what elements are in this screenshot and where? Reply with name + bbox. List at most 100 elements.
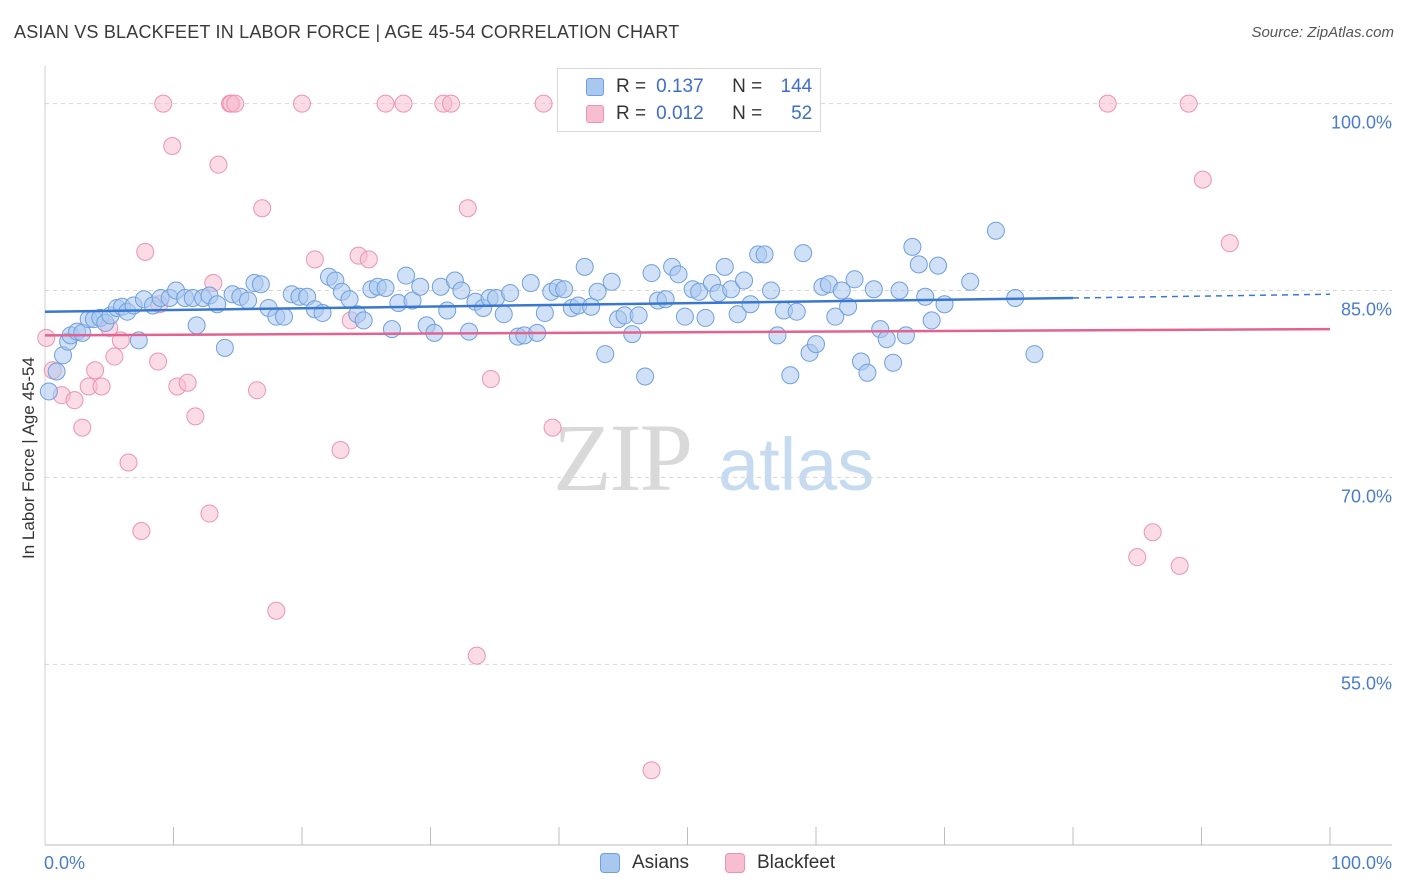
- asian-point: [741, 295, 760, 314]
- watermark-zip: ZIP: [553, 404, 691, 511]
- blackfeet-point: [642, 761, 661, 780]
- asian-point: [582, 297, 601, 316]
- asian-point: [807, 335, 825, 354]
- asian-point: [884, 353, 903, 372]
- asian-point: [521, 274, 540, 293]
- asian-point: [555, 280, 574, 299]
- asian-point: [47, 362, 66, 381]
- asian-point: [460, 322, 479, 341]
- blackfeet-point: [119, 453, 138, 472]
- x-tick-label: 0.0%: [44, 853, 85, 873]
- legend-swatch-asians: [600, 853, 620, 873]
- blackfeet-point: [253, 199, 272, 218]
- asian-point: [839, 297, 858, 316]
- legend-item-blackfeet: Blackfeet: [725, 852, 835, 874]
- blackfeet-point: [209, 155, 228, 174]
- asian-point: [354, 311, 373, 330]
- asian-point: [675, 307, 694, 326]
- blackfeet-point: [65, 391, 84, 410]
- asian-trend-extension: [1072, 293, 1331, 299]
- asians-swatch: [586, 78, 604, 96]
- legend-label-blackfeet: Blackfeet: [757, 852, 836, 873]
- asians-n-label: N =: [732, 76, 763, 97]
- asian-point: [452, 281, 471, 300]
- asian-point: [1025, 345, 1044, 364]
- asian-point: [382, 320, 401, 339]
- blackfeet-point: [163, 136, 182, 155]
- asian-point: [623, 325, 642, 344]
- watermark-atlas: atlas: [718, 423, 874, 506]
- asian-point: [845, 270, 864, 289]
- blackfeet-point: [481, 369, 500, 388]
- asian-point: [916, 287, 935, 306]
- asian-point: [728, 305, 747, 324]
- blackfeet-point: [442, 94, 461, 113]
- blackfeet-point: [1143, 523, 1162, 542]
- blackfeet-point: [1193, 170, 1212, 189]
- asian-point: [922, 311, 941, 330]
- asian-point: [794, 244, 813, 263]
- asian-point: [636, 367, 655, 386]
- asian-point: [735, 271, 754, 290]
- blackfeet-point: [37, 328, 56, 347]
- blackfeet-point: [178, 373, 197, 392]
- asian-point: [397, 266, 416, 285]
- asian-point: [781, 366, 800, 385]
- asians-r-label: R =: [616, 76, 647, 97]
- legend-row-blackfeet: R = 0.012 N = 52: [558, 101, 812, 127]
- asian-point: [535, 303, 554, 322]
- legend-item-asians: Asians: [600, 852, 689, 874]
- blackfeet-point: [248, 381, 267, 400]
- asian-point: [656, 290, 675, 309]
- blackfeet-n-label: N =: [732, 103, 763, 124]
- asian-point: [596, 345, 615, 364]
- blackfeet-point: [73, 418, 92, 437]
- asian-point: [864, 280, 883, 299]
- asian-point: [669, 265, 688, 284]
- asian-point: [832, 281, 851, 300]
- blackfeet-point: [226, 94, 245, 113]
- asian-point: [411, 277, 430, 296]
- x-tick-label: 100.0%: [1331, 853, 1392, 873]
- trend-lines: [44, 293, 1331, 337]
- asian-point: [715, 257, 734, 276]
- asian-point: [340, 290, 359, 309]
- asian-point: [826, 307, 845, 326]
- asian-point: [251, 275, 270, 294]
- asian-point: [501, 284, 520, 303]
- y-tick-label: 55.0%: [1341, 673, 1392, 693]
- asian-point: [642, 264, 661, 283]
- asian-point: [986, 221, 1005, 240]
- blackfeet-point: [149, 352, 168, 371]
- blackfeet-point: [543, 418, 562, 437]
- asian-point: [215, 338, 234, 357]
- asian-point: [690, 282, 709, 301]
- asians-n-value: 144: [780, 76, 813, 97]
- blackfeet-point: [305, 250, 324, 269]
- asian-point: [588, 282, 607, 301]
- asian-point: [575, 257, 594, 276]
- asian-point: [768, 326, 787, 345]
- blackfeet-point: [534, 94, 553, 113]
- chart-title: ASIAN VS BLACKFEET IN LABOR FORCE | AGE …: [14, 22, 680, 42]
- asian-point: [629, 306, 648, 325]
- y-axis-label: In Labor Force | Age 45-54: [19, 357, 38, 559]
- blackfeet-point: [1098, 94, 1117, 113]
- blackfeet-point: [136, 242, 155, 261]
- legend-swatch-blackfeet: [725, 853, 745, 873]
- asian-point: [602, 272, 621, 291]
- blackfeet-point: [1170, 556, 1189, 575]
- legend-row-asians: R = 0.137 N = 144: [558, 74, 812, 100]
- asian-point: [239, 291, 258, 310]
- blackfeet-point: [467, 646, 486, 665]
- blackfeet-point: [154, 94, 173, 113]
- blackfeet-r-label: R =: [616, 103, 647, 124]
- blackfeet-point: [1179, 94, 1198, 113]
- blackfeet-point: [359, 250, 378, 269]
- blackfeet-point: [132, 522, 151, 540]
- asian-point: [494, 305, 513, 324]
- blackfeet-point: [458, 199, 477, 218]
- asian-point: [187, 316, 206, 335]
- asians-r-value: 0.137: [656, 76, 704, 97]
- blackfeet-point: [267, 601, 286, 620]
